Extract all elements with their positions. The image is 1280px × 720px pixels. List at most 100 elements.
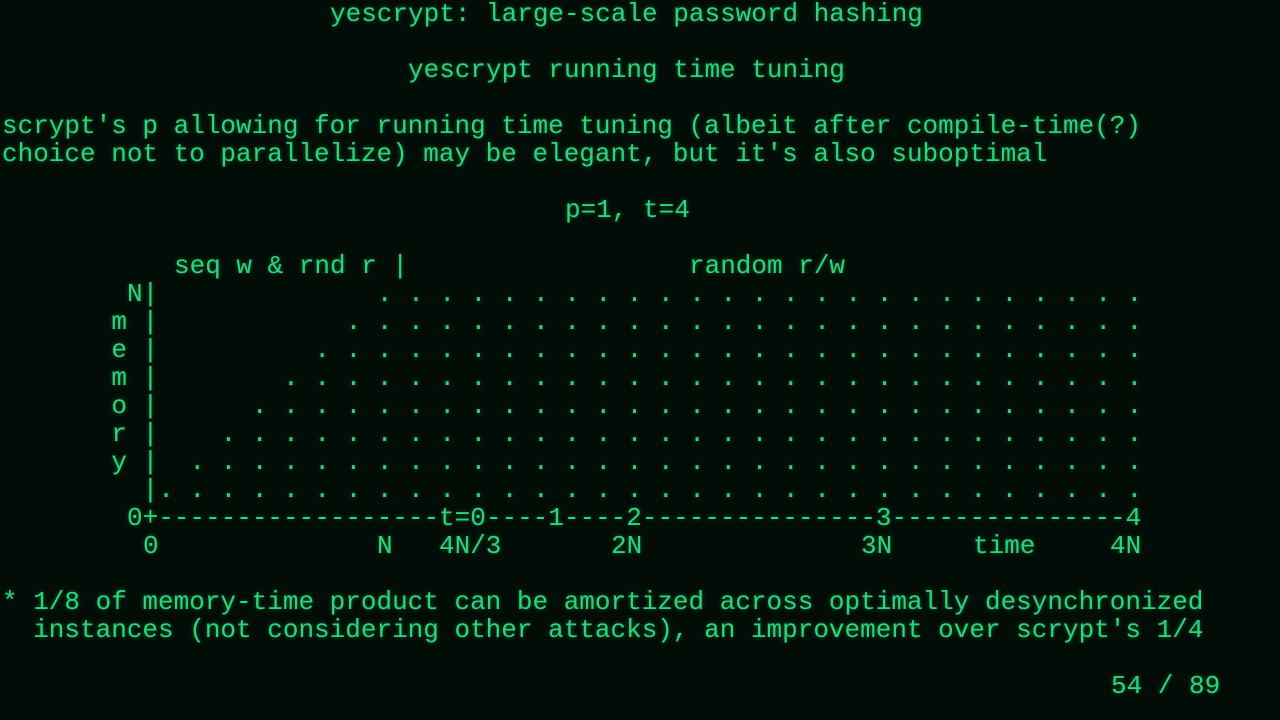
- slide-title: yescrypt: large-scale password hashing: [330, 0, 923, 29]
- grid-dot: .: [720, 335, 737, 365]
- x-label: time: [973, 531, 1036, 561]
- grid-dot: .: [345, 363, 362, 393]
- grid-dot: .: [626, 475, 643, 505]
- grid-dot: .: [876, 391, 893, 421]
- grid-dot: .: [564, 475, 580, 505]
- grid-dot: .: [783, 307, 799, 337]
- grid-dot: .: [814, 447, 830, 477]
- grid-dot: .: [720, 279, 737, 309]
- grid-dot: .: [658, 419, 674, 449]
- grid-dot: .: [1001, 335, 1018, 365]
- grid-dot: .: [814, 335, 830, 365]
- y-axis-label-letter: o: [111, 391, 127, 421]
- grid-dot: .: [1064, 335, 1080, 365]
- grid-dot: .: [783, 419, 799, 449]
- grid-dot: .: [408, 447, 424, 477]
- grid-dot: .: [783, 279, 799, 309]
- grid-dot: .: [689, 419, 705, 449]
- grid-dot: .: [1095, 475, 1111, 505]
- grid-dot: .: [1095, 391, 1111, 421]
- grid-dot: .: [1032, 391, 1049, 421]
- x-label: 4N/3: [439, 531, 502, 561]
- grid-dot: .: [345, 335, 362, 365]
- grid-dot: .: [470, 363, 487, 393]
- grid-dot: .: [720, 447, 737, 477]
- grid-dot: .: [501, 391, 518, 421]
- grid-dot: .: [751, 279, 768, 309]
- grid-dot: .: [907, 363, 924, 393]
- grid-dot: .: [1126, 447, 1143, 477]
- x-axis-line: 0+------------------t=0----1----2-------…: [127, 503, 1142, 533]
- grid-dot: .: [408, 419, 424, 449]
- grid-dot: .: [533, 279, 549, 309]
- grid-dot: .: [658, 363, 674, 393]
- grid-dot: .: [439, 391, 455, 421]
- y-axis-label-letter: y: [111, 447, 127, 477]
- grid-dot: .: [470, 307, 487, 337]
- grid-dot: .: [283, 391, 299, 421]
- grid-dot: .: [376, 279, 393, 309]
- grid-dot: .: [595, 363, 612, 393]
- grid-dot: .: [533, 363, 549, 393]
- grid-dot: .: [408, 391, 424, 421]
- grid-dot: .: [939, 391, 955, 421]
- grid-dot: .: [970, 391, 987, 421]
- grid-dot: .: [564, 447, 580, 477]
- grid-dot: .: [845, 279, 862, 309]
- grid-dot: .: [1126, 279, 1143, 309]
- grid-dot: .: [314, 335, 330, 365]
- y-axis-top-label: N: [126, 279, 143, 309]
- grid-dot: .: [501, 419, 518, 449]
- grid-dot: .: [720, 307, 737, 337]
- grid-dot: .: [470, 335, 487, 365]
- grid-dot: .: [658, 475, 674, 505]
- grid-dot: .: [1064, 447, 1080, 477]
- grid-dot: .: [564, 279, 580, 309]
- grid-dot: .: [408, 307, 424, 337]
- grid-dot: .: [1064, 363, 1080, 393]
- grid-dot: .: [595, 419, 612, 449]
- y-axis-line: |: [142, 391, 159, 421]
- grid-dot: .: [1095, 279, 1111, 309]
- grid-dot: .: [970, 335, 987, 365]
- grid-dot: .: [345, 419, 362, 449]
- grid-dot: .: [626, 363, 643, 393]
- grid-dot: .: [689, 447, 705, 477]
- grid-dot: .: [376, 363, 393, 393]
- grid-dot: .: [658, 307, 674, 337]
- grid-dot: .: [751, 447, 768, 477]
- grid-dot: .: [814, 419, 830, 449]
- grid-dot: .: [376, 307, 393, 337]
- grid-dot: .: [689, 335, 705, 365]
- grid-dot: .: [939, 363, 955, 393]
- grid-dot: .: [376, 447, 393, 477]
- grid-dot: .: [314, 447, 330, 477]
- grid-dot: .: [814, 307, 830, 337]
- grid-dot: .: [626, 419, 643, 449]
- grid-dot: .: [564, 363, 580, 393]
- grid-dot: .: [626, 335, 643, 365]
- grid-dot: .: [533, 419, 549, 449]
- x-label: 0: [143, 531, 159, 561]
- grid-dot: .: [907, 335, 924, 365]
- grid-dot: .: [564, 419, 580, 449]
- grid-dot: .: [751, 363, 768, 393]
- x-label: N: [377, 531, 393, 561]
- grid-dot: .: [845, 363, 862, 393]
- grid-dot: .: [1064, 391, 1080, 421]
- grid-dot: .: [470, 419, 487, 449]
- y-axis-label-letter: r: [111, 419, 127, 449]
- grid-dot: .: [876, 335, 893, 365]
- body-line: choice not to parallelize) may be elegan…: [2, 139, 1048, 169]
- grid-dot: .: [1095, 335, 1111, 365]
- grid-dot: .: [564, 391, 580, 421]
- grid-dot: .: [251, 475, 268, 505]
- grid-dot: .: [439, 279, 455, 309]
- grid-dot: .: [1126, 363, 1143, 393]
- grid-dot: .: [939, 475, 955, 505]
- y-axis-line: |: [142, 279, 159, 309]
- grid-dot: .: [439, 419, 455, 449]
- grid-dot: .: [720, 419, 737, 449]
- grid-dot: .: [970, 475, 987, 505]
- grid-dot: .: [283, 419, 299, 449]
